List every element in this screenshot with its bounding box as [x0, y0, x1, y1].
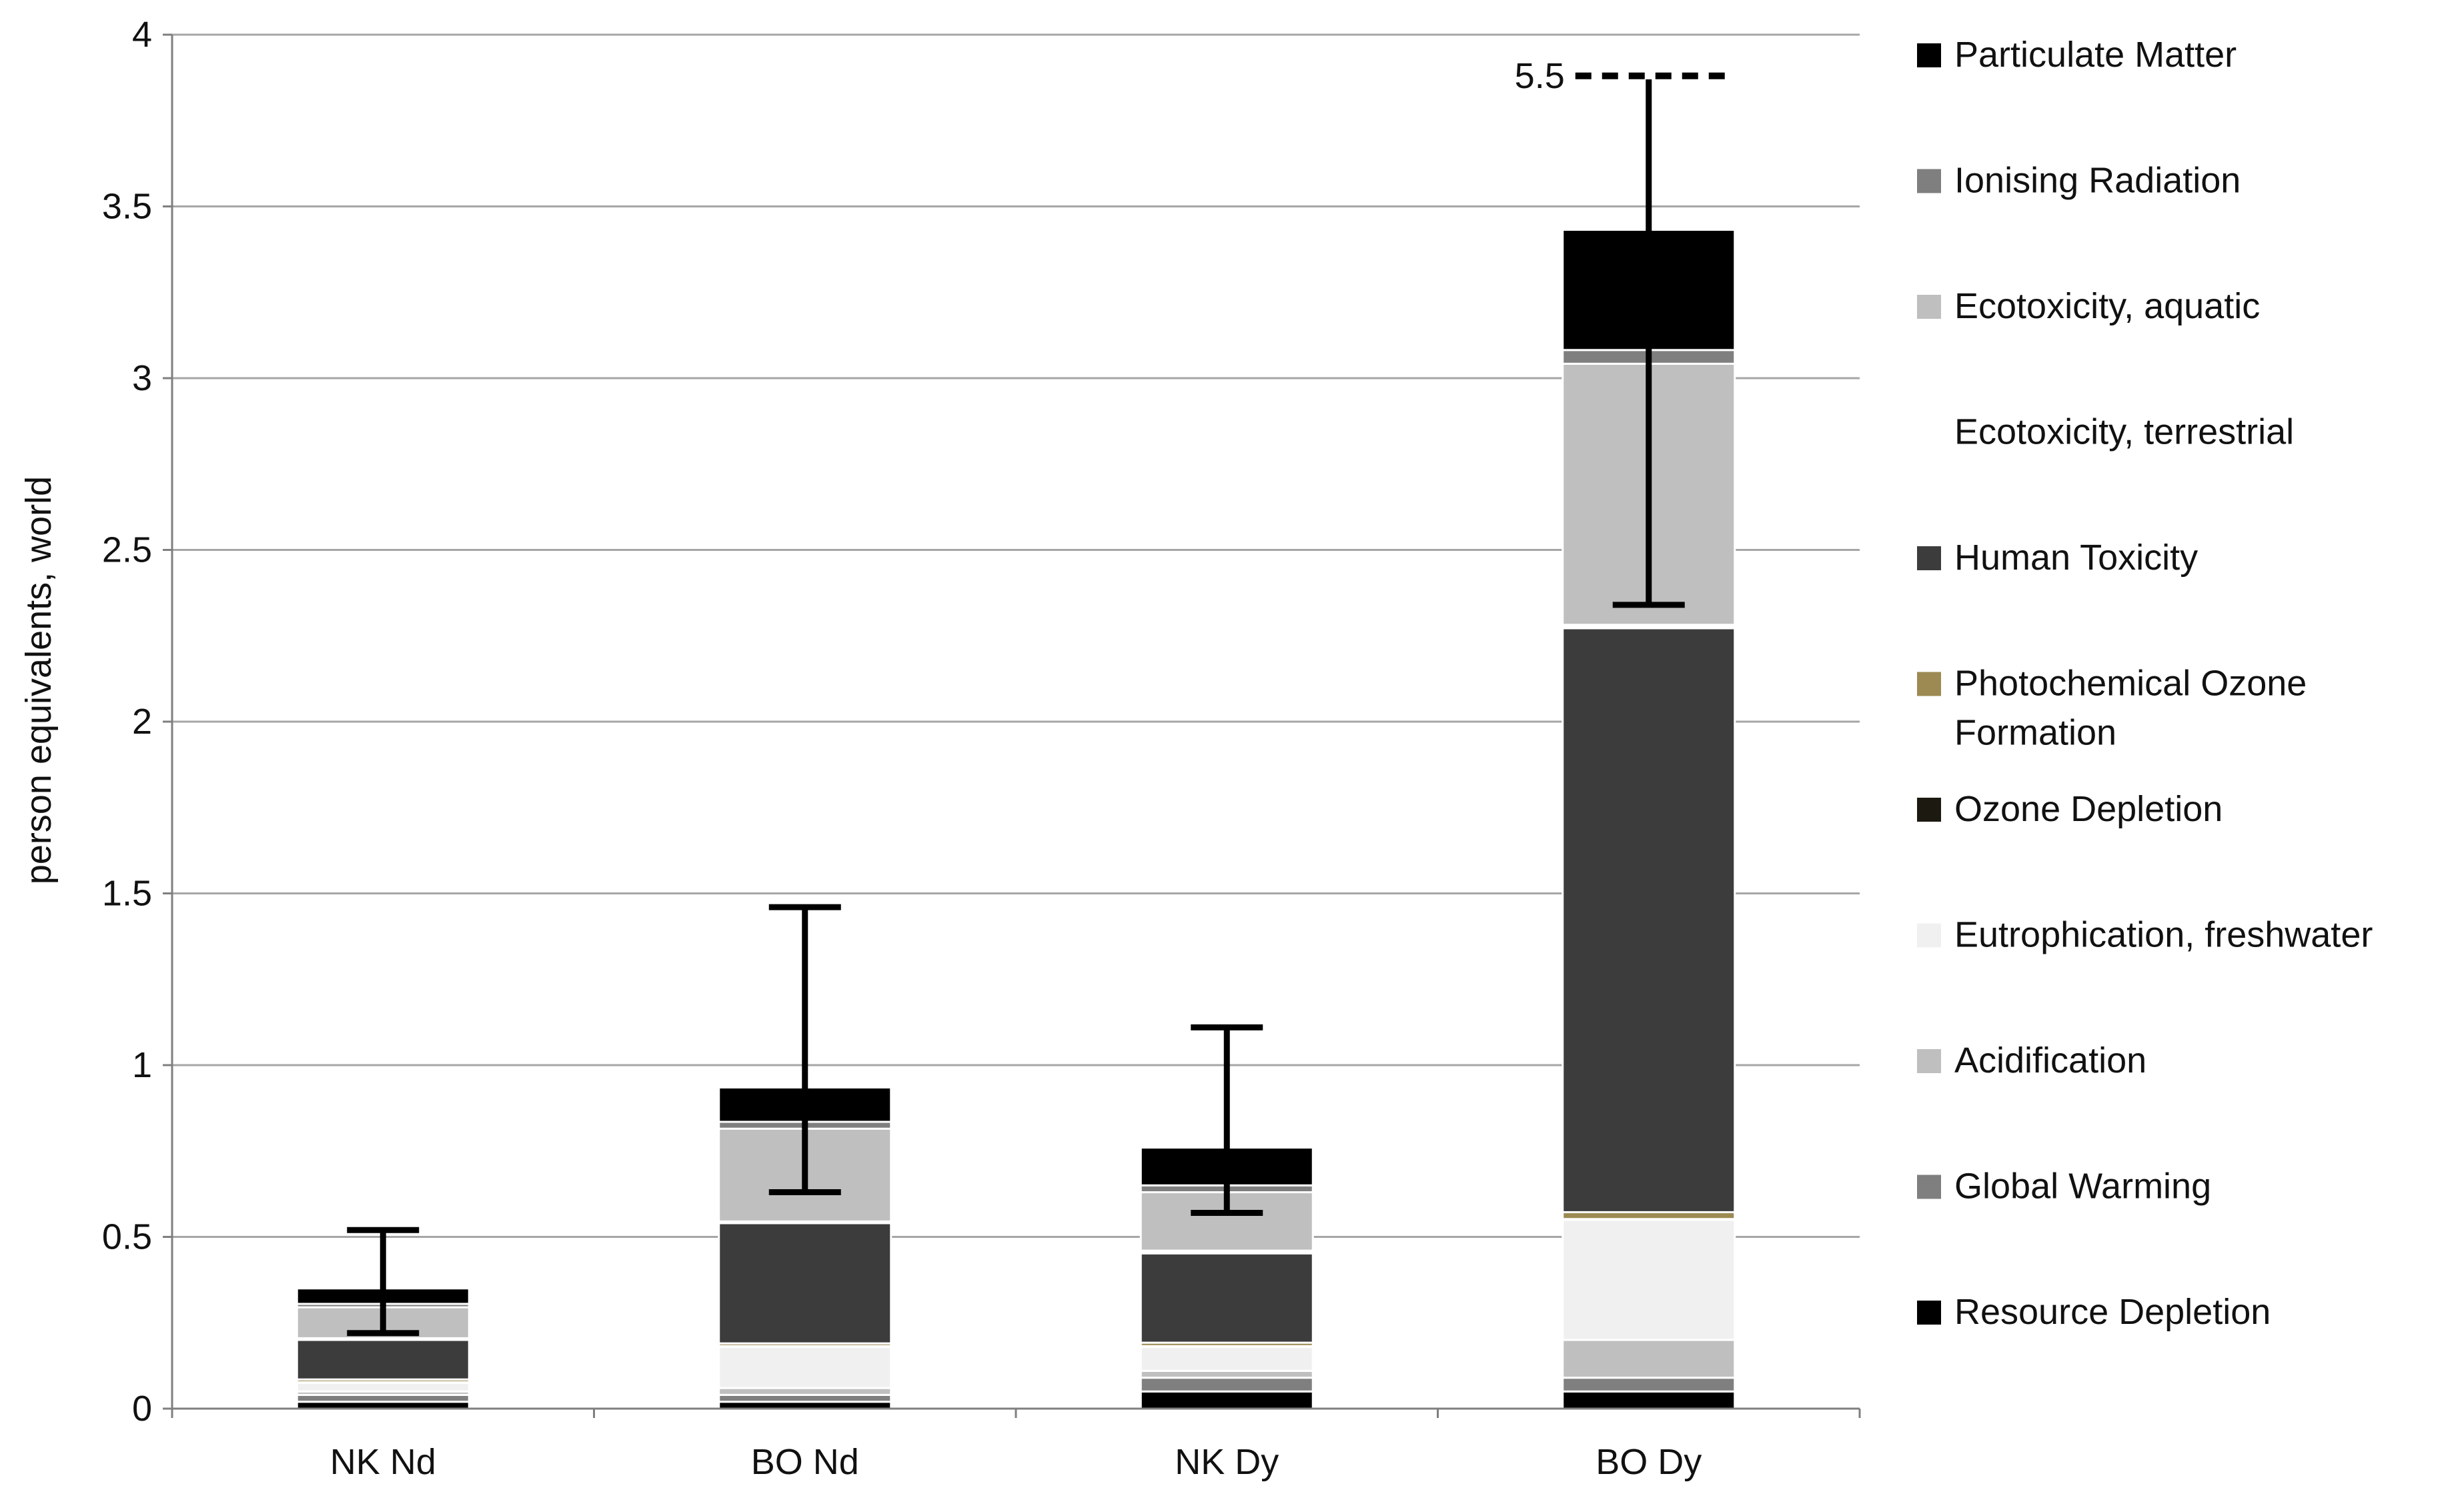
- bar-segment: [718, 1387, 892, 1396]
- y-tick-label: 2: [132, 702, 152, 742]
- legend-label-line: Formation: [1954, 713, 2116, 753]
- y-tick-label: 3: [132, 358, 152, 398]
- y-tick-label: 3.5: [102, 187, 152, 227]
- legend-label: Photochemical Ozone Formation: [1954, 664, 2307, 753]
- legend-swatch: [1917, 923, 1941, 948]
- legend-swatch: [1917, 1301, 1941, 1325]
- legend-swatch: [1917, 1049, 1941, 1073]
- x-category-label: BO Nd: [751, 1442, 859, 1482]
- bars: [295, 229, 1736, 1410]
- x-category-label: NK Dy: [1175, 1442, 1279, 1482]
- bar-segment: [295, 1393, 470, 1403]
- bar-segment: [1139, 1390, 1314, 1410]
- legend-swatch: [1917, 43, 1941, 67]
- bar-segment: [295, 1401, 470, 1410]
- x-category-label: BO Dy: [1596, 1442, 1702, 1482]
- y-axis-title: person equivalents, world: [19, 476, 59, 884]
- y-tick-label: 0: [132, 1389, 152, 1429]
- x-category-label: NK Nd: [330, 1442, 436, 1482]
- y-tick-label: 1.5: [102, 874, 152, 914]
- bar-segment: [1562, 1390, 1736, 1410]
- bar-segment: [1139, 1345, 1314, 1372]
- legend-label: Eutrophication, freshwater: [1954, 915, 2373, 955]
- y-tick-label: 0.5: [102, 1217, 152, 1257]
- legend-label: Particulate Matter: [1954, 35, 2237, 75]
- bar-segment: [1562, 1219, 1736, 1341]
- bar-segment: [1562, 627, 1736, 1213]
- legend-label: Resource Depletion: [1954, 1292, 2271, 1332]
- y-tick-label: 1: [132, 1045, 152, 1085]
- legend-swatch: [1917, 295, 1941, 319]
- bar-segment: [718, 1345, 892, 1389]
- bar-segment: [718, 1222, 892, 1345]
- legend-label-line: Photochemical Ozone: [1954, 664, 2307, 704]
- bar-segment: [718, 1393, 892, 1403]
- axes: 0 0.5 1 1.5 2 2.5 3 3.5 4 NK Nd BO Nd NK Dy BO Dy: [102, 15, 1861, 1482]
- bar-segment: [295, 1339, 470, 1381]
- legend-swatch: [1917, 420, 1941, 445]
- error-bars: 5.5: [347, 56, 1729, 1337]
- bar-segment: [1139, 1369, 1314, 1379]
- bar-segment: [1139, 1252, 1314, 1344]
- bar-segment: [295, 1381, 470, 1393]
- y-tick-label: 4: [132, 15, 152, 55]
- legend: Particulate Matter Ionising Radiation Ecot…: [1917, 35, 2373, 1332]
- legend-label: Human Toxicity: [1954, 538, 2198, 578]
- legend-swatch: [1917, 798, 1941, 822]
- legend-label: Global Warming: [1954, 1167, 2211, 1207]
- legend-label: Ozone Depletion: [1954, 789, 2223, 829]
- legend-swatch: [1917, 169, 1941, 193]
- bar-segment: [718, 1401, 892, 1410]
- legend-swatch: [1917, 1175, 1941, 1199]
- bar-segment: [1139, 1377, 1314, 1393]
- legend-label: Ecotoxicity, aquatic: [1954, 286, 2260, 326]
- bar-segment: [1562, 1377, 1736, 1393]
- legend-label: Acidification: [1954, 1040, 2146, 1080]
- annotation-label: 5.5: [1515, 56, 1565, 96]
- legend-label: Ionising Radiation: [1954, 161, 2241, 201]
- y-tick-label: 2.5: [102, 530, 152, 570]
- bar-segment: [1562, 1211, 1736, 1221]
- legend-swatch: [1917, 672, 1941, 696]
- bar-segment: [1562, 1339, 1736, 1379]
- gridlines: [172, 33, 1860, 1238]
- legend-label: Ecotoxicity, terrestrial: [1954, 412, 2294, 452]
- legend-swatch: [1917, 546, 1941, 570]
